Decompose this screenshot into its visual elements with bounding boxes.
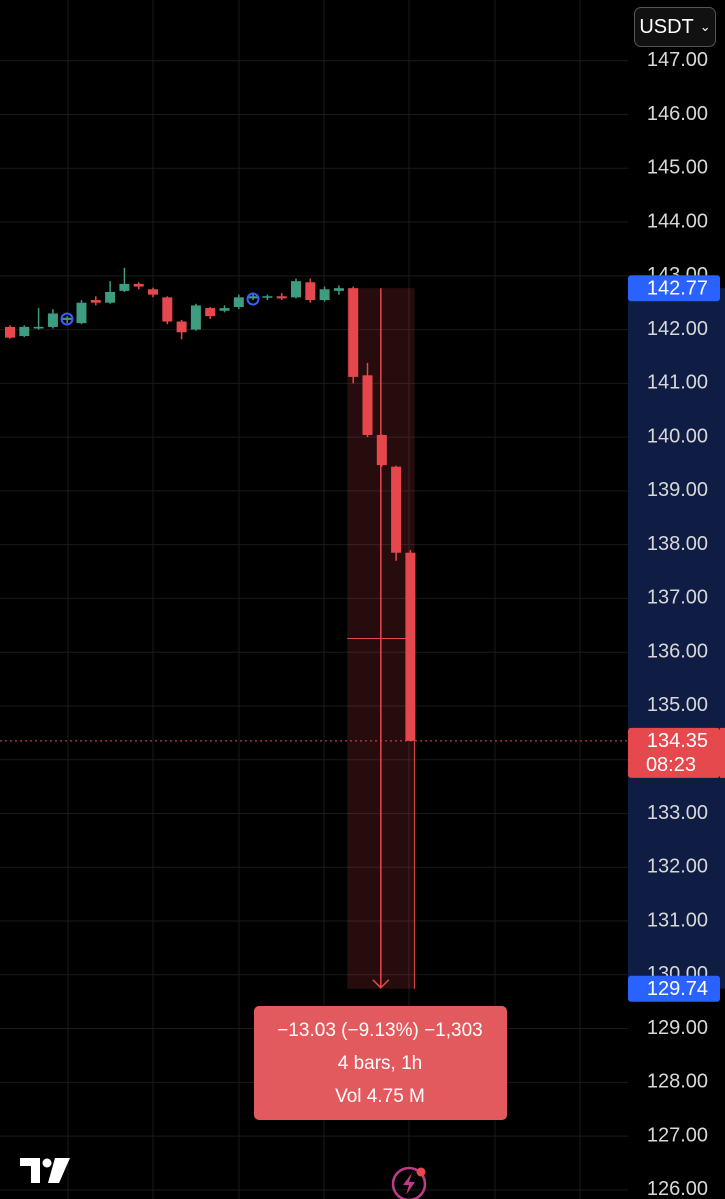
price-label: 142.77 xyxy=(647,277,708,299)
y-tick-label: 126.00 xyxy=(647,1178,708,1199)
y-tick-label: 136.00 xyxy=(647,640,708,662)
candle-body xyxy=(362,375,373,435)
candle-body xyxy=(119,283,130,291)
y-tick-label: 145.00 xyxy=(647,157,708,179)
candle-body xyxy=(405,552,416,741)
price-label: 129.74 xyxy=(647,978,708,1000)
y-tick-label: 144.00 xyxy=(647,210,708,232)
dropdown-caret: ⌄ xyxy=(699,19,711,34)
candle-body xyxy=(176,321,187,333)
candle-body xyxy=(305,282,316,301)
candle-body xyxy=(348,288,359,377)
logo[interactable] xyxy=(20,1158,70,1183)
candle-body xyxy=(276,296,287,299)
candle-body xyxy=(291,281,301,298)
event-marker[interactable] xyxy=(246,292,260,306)
candle-body xyxy=(90,300,101,303)
y-tick-label: 137.00 xyxy=(647,587,708,609)
candle-body xyxy=(62,317,73,320)
measure-tooltip xyxy=(254,1006,507,1120)
y-tick-label: 140.00 xyxy=(647,425,708,447)
candle-body xyxy=(19,326,30,337)
candle-body xyxy=(219,308,230,311)
y-tick-label: 133.00 xyxy=(647,802,708,824)
currency-button[interactable]: USDT ⌄ xyxy=(634,7,716,47)
candle-body xyxy=(233,297,244,308)
price-label-box xyxy=(628,275,720,302)
candle-body xyxy=(148,289,158,295)
candle-body xyxy=(391,466,402,553)
y-tick-label: 139.00 xyxy=(647,479,708,501)
y-tick-label: 129.00 xyxy=(647,1017,708,1039)
currency-label: USDT xyxy=(639,15,694,38)
candle-body xyxy=(162,297,173,322)
y-tick-label: 138.00 xyxy=(647,533,708,555)
candle-body xyxy=(248,296,259,299)
axis-range-highlight xyxy=(628,288,725,989)
candle-body xyxy=(190,305,201,330)
candle-body xyxy=(333,288,344,291)
y-tick-label: 131.00 xyxy=(647,909,708,931)
y-tick-label: 135.00 xyxy=(647,694,708,716)
last-price-box xyxy=(628,727,720,778)
measure-arrowhead xyxy=(372,979,390,989)
candle-body xyxy=(33,326,44,329)
alert-icon[interactable] xyxy=(391,1166,427,1199)
candle-body xyxy=(47,313,58,327)
candle-body xyxy=(376,434,387,466)
last-price-tab xyxy=(720,727,725,778)
y-tick-label: 141.00 xyxy=(647,372,708,394)
price-label-box xyxy=(628,975,720,1002)
candle-body xyxy=(205,308,216,317)
y-tick-label: 128.00 xyxy=(647,1071,708,1093)
countdown-label: 08:23 xyxy=(646,754,696,776)
y-tick-label: 142.00 xyxy=(647,318,708,340)
candle-body xyxy=(5,326,15,338)
last-price-label: 134.35 xyxy=(647,730,708,752)
candle-body xyxy=(319,289,330,301)
y-tick-label: 146.00 xyxy=(647,103,708,125)
candle-body xyxy=(105,291,116,303)
y-tick-label: 147.00 xyxy=(647,49,708,71)
candle-body xyxy=(133,283,144,287)
tooltip-line: −13.03 (−9.13%) −1,303 xyxy=(277,1020,482,1041)
candle-body xyxy=(262,296,273,298)
tooltip-line: 4 bars, 1h xyxy=(338,1053,423,1074)
candle-body xyxy=(76,302,87,324)
tooltip-line: Vol 4.75 M xyxy=(335,1086,425,1107)
event-marker[interactable] xyxy=(60,312,74,326)
y-tick-label: 127.00 xyxy=(647,1124,708,1146)
y-tick-label: 132.00 xyxy=(647,856,708,878)
